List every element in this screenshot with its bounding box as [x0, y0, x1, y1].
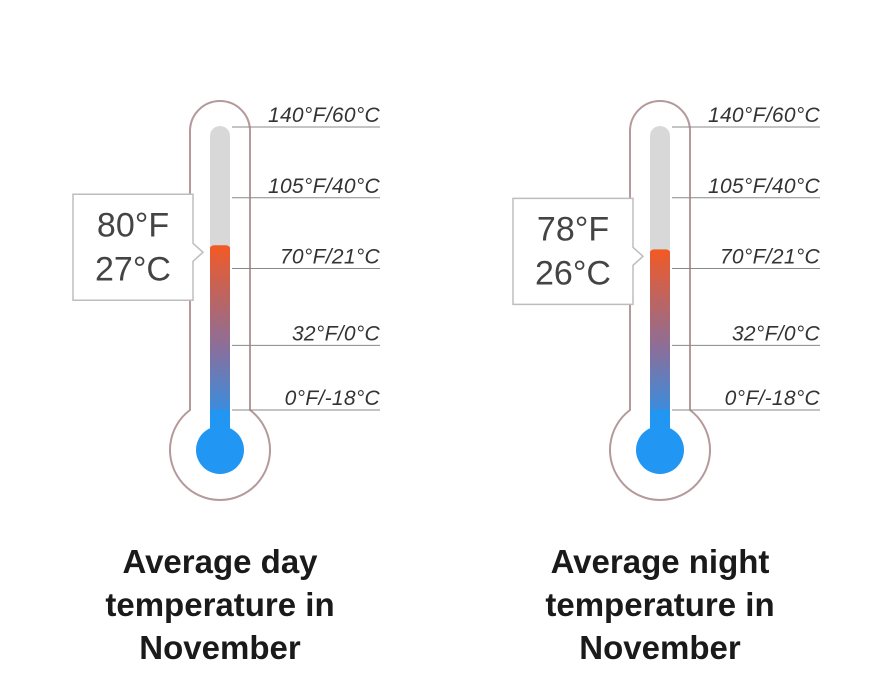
thermometer-day: 140°F/60°C 105°F/40°C 70°F/21°C 32°F/0°C 0°F…: [0, 100, 440, 669]
thermometer-night-tick-label: 140°F/60°C: [708, 104, 821, 127]
thermometer-day-value-callout: [72, 193, 205, 302]
thermometer-day-value-f: 80°F: [97, 206, 169, 244]
thermometer-day-tick-label: 70°F/21°C: [280, 246, 381, 269]
thermometer-night-mercury: [650, 250, 670, 430]
thermometer-day-graphic: 140°F/60°C 105°F/40°C 70°F/21°C 32°F/0°C 0°F…: [72, 100, 381, 501]
thermometer-night-value-c: 26°C: [535, 254, 611, 292]
thermometer-night-tick-label: 105°F/40°C: [708, 175, 821, 198]
thermometer-day-mercury: [210, 246, 230, 430]
thermometer-day-mercury-cap: [210, 245, 230, 254]
thermometer-night-tick-label: 70°F/21°C: [720, 246, 821, 269]
thermometer-day-tick-label: 140°F/60°C: [268, 104, 381, 127]
caption-day-line-3: November: [139, 629, 301, 666]
thermometer-night-tick-label: 0°F/-18°C: [725, 387, 821, 410]
thermometer-day-tick-label: 0°F/-18°C: [285, 387, 381, 410]
caption-night-line-1: Average night: [550, 543, 770, 580]
caption-night: Average night temperature in November: [440, 540, 880, 669]
thermometer-day-tick-label: 32°F/0°C: [292, 322, 381, 345]
caption-day-line-1: Average day: [122, 543, 318, 580]
thermometer-day-tick-label: 105°F/40°C: [268, 175, 381, 198]
caption-night-line-3: November: [579, 629, 741, 666]
thermometer-day-bulb-neck: [210, 410, 230, 440]
thermometer-night-graphic: 140°F/60°C 105°F/40°C 70°F/21°C 32°F/0°C 0°F…: [512, 100, 821, 501]
thermometer-night-bulb: [636, 426, 684, 474]
thermometer-night-value-callout: [512, 197, 645, 306]
thermometer-night-tick-label: 32°F/0°C: [732, 322, 821, 345]
thermometer-night-mercury-cap: [650, 249, 670, 258]
thermometer-night: 140°F/60°C 105°F/40°C 70°F/21°C 32°F/0°C 0°F…: [440, 0, 880, 680]
thermometer-day-bulb: [196, 426, 244, 474]
thermometer-night-value-f: 78°F: [537, 210, 609, 248]
caption-day: Average day temperature in November: [0, 540, 440, 669]
thermometer-night-bulb-neck: [650, 410, 670, 440]
thermometer-day-value-c: 27°C: [95, 250, 171, 288]
caption-day-line-2: temperature in: [105, 586, 335, 623]
caption-night-line-2: temperature in: [545, 586, 775, 623]
